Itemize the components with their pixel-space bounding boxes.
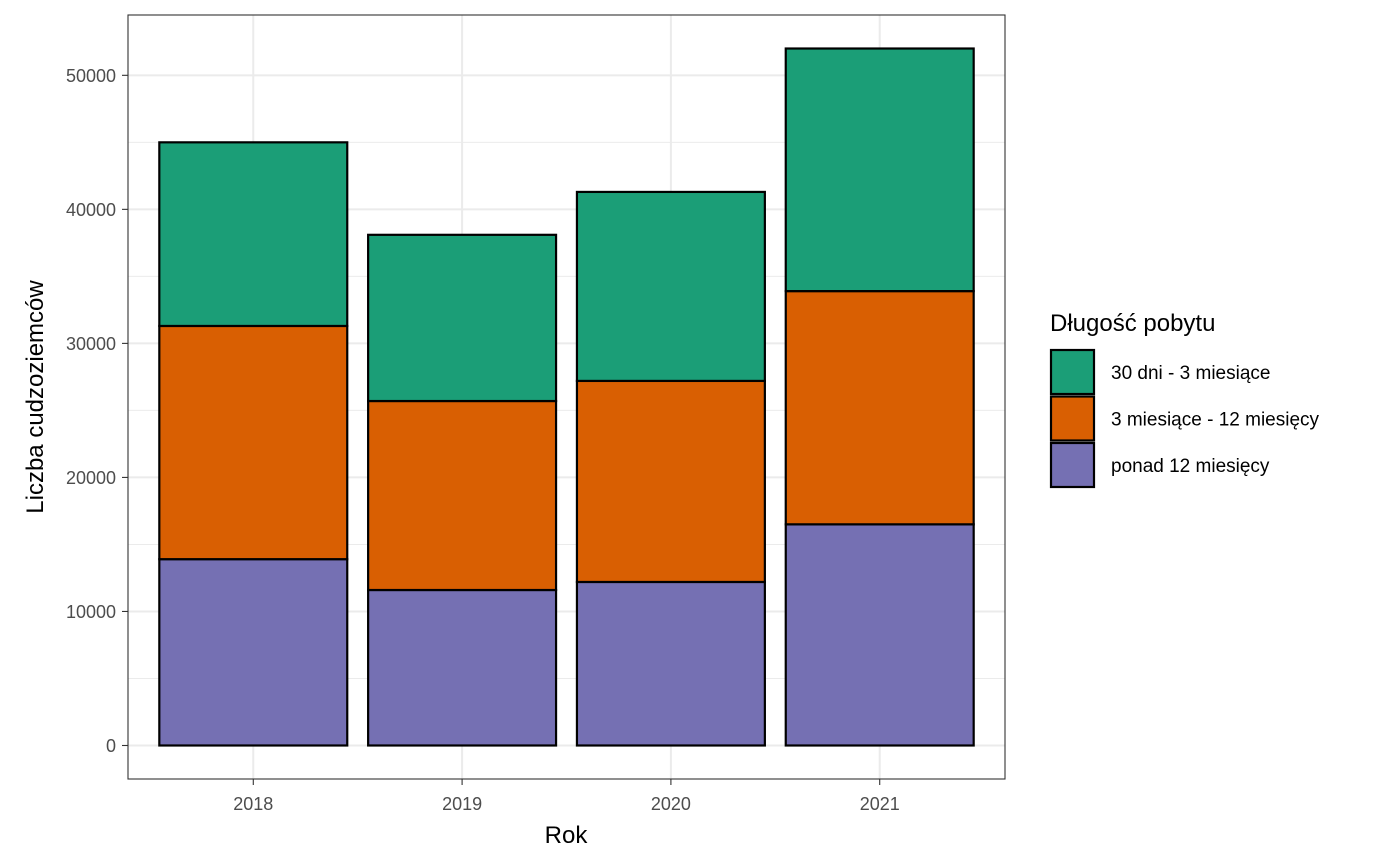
bar-segment — [367, 233, 558, 403]
bar-segment — [158, 141, 349, 328]
legend: Długość pobytu 30 dni - 3 miesiące 3 mies… — [1049, 310, 1320, 489]
legend-label: 30 dni - 3 miesiące — [1111, 363, 1270, 384]
bars — [158, 47, 975, 747]
bar-segment — [784, 523, 975, 747]
x-axis-title: Rok — [545, 822, 589, 849]
y-tick-label: 40000 — [66, 200, 116, 220]
legend-key — [1049, 395, 1096, 442]
bar-segment — [784, 290, 975, 526]
bar-segment — [784, 47, 975, 293]
y-axis: 0 10000 20000 30000 40000 50000 — [66, 66, 128, 756]
bar-segment — [575, 580, 766, 747]
y-tick-label: 50000 — [66, 66, 116, 86]
y-tick-label: 0 — [106, 736, 116, 756]
bar-segment — [575, 379, 766, 584]
legend-key — [1049, 441, 1096, 489]
x-axis: 2018 2019 2020 2021 — [233, 779, 900, 814]
legend-label: 3 miesiące - 12 miesięcy — [1111, 410, 1320, 431]
y-tick-label: 20000 — [66, 468, 116, 488]
x-tick-label: 2021 — [860, 794, 900, 814]
bar-segment — [367, 399, 558, 592]
bar-segment — [158, 324, 349, 561]
legend-label: ponad 12 miesięcy — [1111, 456, 1270, 477]
x-tick-label: 2019 — [442, 794, 482, 814]
bar-segment — [367, 588, 558, 747]
x-tick-label: 2020 — [651, 794, 691, 814]
bar-segment — [158, 558, 349, 747]
bar-segment — [575, 190, 766, 383]
panel-border — [127, 14, 1006, 780]
legend-title: Długość pobytu — [1050, 310, 1215, 337]
y-axis-title: Liczba cudzoziemców — [22, 280, 49, 514]
y-tick-label: 10000 — [66, 602, 116, 622]
y-tick-label: 30000 — [66, 334, 116, 354]
legend-key — [1049, 348, 1096, 396]
x-tick-label: 2018 — [233, 794, 273, 814]
